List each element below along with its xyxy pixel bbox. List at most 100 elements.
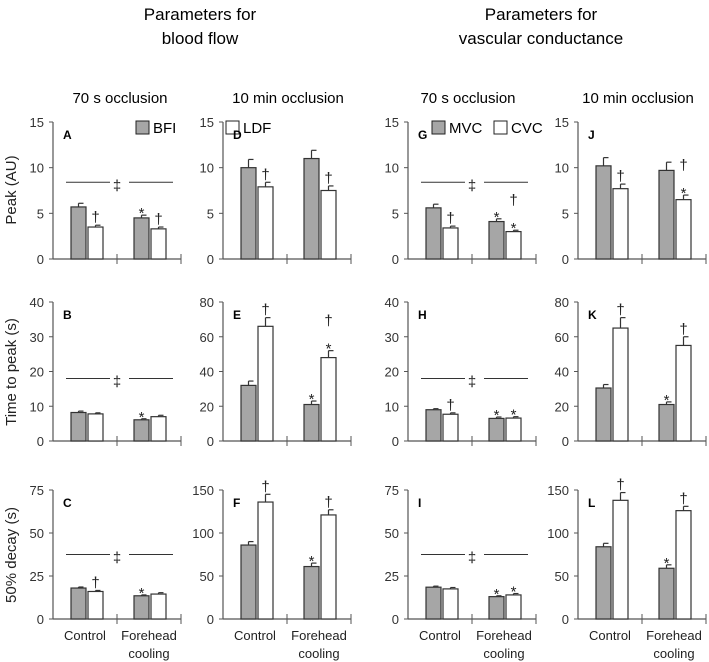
bar-cvc (505, 594, 522, 620)
significance-asterisk: * (139, 585, 145, 602)
panel-label: A (63, 128, 72, 142)
y-tick-label: 50 (555, 569, 569, 584)
significance-dagger: † (261, 478, 269, 495)
y-tick-label: 150 (547, 483, 569, 498)
y-tick-label: 0 (37, 434, 44, 449)
column-header-2: 10 min occlusion (232, 90, 344, 107)
y-tick-label: 40 (30, 295, 44, 310)
y-tick-label: 15 (30, 115, 44, 130)
column-header-4: 10 min occlusion (582, 90, 694, 107)
significance-dagger: † (324, 494, 332, 511)
bar-ldf (87, 413, 104, 442)
y-axis-label-peak: Peak (AU) (3, 155, 20, 224)
y-tick-label: 15 (555, 115, 569, 130)
y-tick-label: 30 (30, 330, 44, 345)
panel-label: J (588, 128, 595, 142)
bar-ldf (150, 593, 167, 620)
bar-mvc (658, 567, 675, 620)
y-tick-label: 0 (392, 252, 399, 267)
bar-cvc (675, 199, 692, 260)
bar-cvc (505, 417, 522, 442)
significance-asterisk: * (309, 553, 315, 570)
bar-bfi (303, 157, 320, 260)
bar-ldf (87, 226, 104, 260)
y-tick-label: 50 (200, 569, 214, 584)
bar-cvc (675, 510, 692, 620)
bar-mvc (595, 387, 612, 442)
bar-cvc (442, 413, 459, 442)
category-label: Forehead (476, 628, 532, 643)
y-tick-label: 5 (37, 206, 44, 221)
y-tick-label: 30 (385, 330, 399, 345)
panel-label: K (588, 308, 597, 322)
y-tick-label: 0 (562, 434, 569, 449)
significance-dagger: † (616, 302, 624, 319)
panel-F: 0 50 100 150 F † * † Control Forehead cooling (192, 478, 352, 661)
y-tick-label: 0 (37, 612, 44, 627)
bar-mvc (595, 165, 612, 260)
significance-double-dagger: ‡ (468, 177, 476, 194)
bar-ldf (257, 501, 274, 620)
y-tick-label: 10 (200, 161, 214, 176)
y-tick-label: 0 (207, 612, 214, 627)
bar-mvc (425, 586, 442, 620)
y-tick-label: 80 (200, 295, 214, 310)
legend-swatch-open (493, 120, 508, 135)
significance-dagger: † (679, 321, 687, 338)
significance-dagger: † (261, 302, 269, 319)
bar-cvc (505, 231, 522, 260)
y-tick-label: 60 (200, 330, 214, 345)
significance-asterisk: * (511, 220, 517, 237)
panel-label: H (418, 308, 427, 322)
bar-ldf (87, 590, 104, 620)
significance-double-dagger: ‡ (468, 550, 476, 567)
y-tick-label: 0 (562, 612, 569, 627)
y-tick-label: 50 (385, 526, 399, 541)
panel-label: B (63, 308, 72, 322)
panel-K: 0 20 40 60 80 K † * † (555, 295, 707, 449)
category-label: cooling (653, 646, 694, 661)
significance-dagger: † (324, 170, 332, 187)
panel-G: 0 5 10 15 G † * * † ‡ (385, 115, 537, 267)
bar-bfi (303, 403, 320, 442)
significance-asterisk: * (494, 586, 500, 603)
legend-swatch-open (225, 120, 240, 135)
y-tick-label: 40 (385, 295, 399, 310)
y-tick-label: 20 (555, 399, 569, 414)
significance-dagger: † (446, 397, 454, 414)
legend-label-mvc: MVC (449, 120, 483, 137)
header-left-line1: Parameters for (144, 5, 257, 24)
y-tick-label: 40 (200, 365, 214, 380)
significance-dagger: † (509, 192, 517, 209)
y-tick-label: 0 (37, 252, 44, 267)
category-label: Control (589, 628, 631, 643)
y-tick-label: 0 (207, 252, 214, 267)
bar-ldf (150, 416, 167, 442)
header-left-line2: blood flow (162, 29, 239, 48)
significance-dagger: † (679, 157, 687, 174)
panel-J: 0 5 10 15 J † * † (555, 115, 707, 267)
panel-label: L (588, 496, 595, 510)
panel-label: C (63, 496, 72, 510)
significance-double-dagger: ‡ (113, 373, 121, 390)
y-tick-label: 40 (555, 365, 569, 380)
bar-bfi (133, 217, 150, 260)
y-tick-label: 5 (207, 206, 214, 221)
bar-bfi (70, 206, 87, 260)
panel-E: 0 20 40 60 80 E † * * † (200, 295, 352, 449)
panel-A: 0 5 10 15 A † * † ‡ (30, 115, 182, 267)
legend-swatch-filled (135, 120, 150, 135)
y-tick-label: 0 (207, 434, 214, 449)
bar-bfi (303, 565, 320, 620)
header-right-line1: Parameters for (485, 5, 598, 24)
panel-I: 0 25 50 75 I * * ‡ Control Forehead cooling (385, 483, 537, 661)
significance-dagger: † (616, 168, 624, 185)
y-tick-label: 75 (385, 483, 399, 498)
y-tick-label: 5 (392, 206, 399, 221)
y-tick-label: 15 (200, 115, 214, 130)
y-tick-label: 25 (30, 569, 44, 584)
y-tick-label: 0 (392, 434, 399, 449)
significance-asterisk: * (664, 392, 670, 409)
bar-mvc (595, 546, 612, 620)
y-tick-label: 25 (385, 569, 399, 584)
